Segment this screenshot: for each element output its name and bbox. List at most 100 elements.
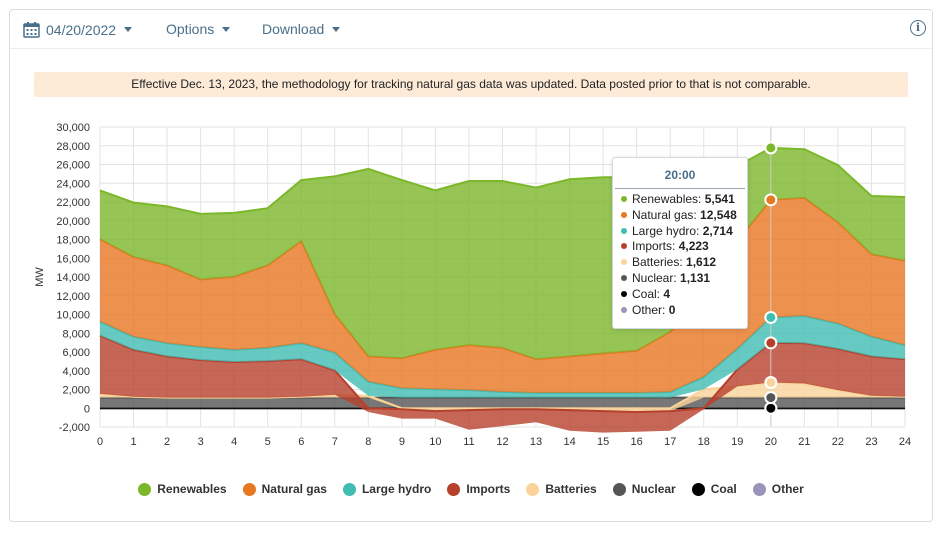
legend-label: Natural gas [261, 482, 327, 496]
tooltip-series-name: Natural gas: [632, 207, 701, 222]
tooltip-series-value: 12,548 [700, 207, 737, 222]
hover-marker [764, 310, 778, 324]
chevron-down-icon [124, 27, 133, 32]
date-label: 04/20/2022 [46, 21, 117, 38]
tooltip-dot [621, 196, 627, 202]
legend-item[interactable]: Natural gas [242, 482, 327, 496]
tooltip-row: Coal: 4 [621, 287, 747, 303]
legend-item[interactable]: Large hydro [342, 482, 432, 496]
tooltip-series-name: Coal: [632, 286, 664, 301]
y-tick-label: 24,000 [56, 178, 90, 190]
info-icon[interactable]: i [910, 20, 926, 36]
tooltip-dot [621, 274, 627, 281]
tooltip-dot [621, 290, 627, 297]
tooltip-dot [621, 243, 627, 250]
download-menu[interactable]: Download [262, 21, 341, 37]
tooltip-series-value: 2,714 [702, 223, 733, 238]
x-tick-label: 0 [97, 436, 103, 448]
y-axis-label: MW [34, 267, 46, 287]
legend-item[interactable]: Batteries [526, 482, 597, 496]
y-tick-label: 4,000 [62, 366, 90, 378]
tooltip-row: Batteries: 1,612 [621, 255, 747, 271]
legend-swatch [138, 482, 152, 496]
y-tick-label: 8,000 [62, 328, 90, 340]
tooltip-dot [621, 306, 627, 313]
toolbar: 04/20/2022 Options Download i [10, 10, 932, 49]
x-tick-label: 14 [563, 436, 575, 448]
legend-item[interactable]: Other [752, 482, 804, 496]
tooltip-series-name: Other: [632, 302, 669, 317]
tooltip-series-name: Imports: [632, 239, 679, 254]
chevron-down-icon [222, 26, 231, 32]
tooltip-series-value: 4 [663, 286, 671, 301]
tooltip-row: Other: 0 [621, 303, 747, 319]
legend-item[interactable]: Coal [691, 482, 737, 496]
legend-swatch [342, 482, 356, 496]
legend-label: Imports [466, 482, 511, 496]
x-tick-label: 23 [865, 436, 877, 448]
x-tick-label: 13 [530, 436, 542, 448]
legend-label: Batteries [545, 482, 597, 496]
y-tick-label: 2,000 [62, 385, 90, 397]
y-tick-label: 22,000 [56, 197, 90, 209]
tooltip-row: Imports: 4,223 [621, 239, 747, 255]
y-tick-label: 16,000 [56, 253, 90, 265]
y-tick-label: 0 [84, 403, 90, 415]
tooltip-series-name: Batteries: [632, 255, 687, 270]
area-nuclear [100, 397, 905, 409]
date-picker[interactable]: 04/20/2022 [23, 21, 133, 38]
tooltip-row: Nuclear: 1,131 [621, 271, 747, 287]
legend-item[interactable]: Imports [447, 482, 510, 496]
x-tick-label: 11 [463, 436, 474, 448]
tooltip-row: Natural gas: 12,548 [621, 208, 747, 224]
legend-swatch [691, 482, 705, 496]
tooltip-series-name: Large hydro: [632, 223, 703, 238]
chart-card: 04/20/2022 Options Download i Effective … [9, 9, 933, 522]
options-label: Options [166, 21, 215, 37]
x-tick-label: 19 [731, 436, 743, 448]
options-menu[interactable]: Options [166, 21, 231, 37]
x-tick-label: 5 [265, 436, 271, 448]
y-tick-label: 20,000 [56, 216, 90, 228]
y-tick-label: 26,000 [56, 160, 90, 172]
legend-swatch [752, 482, 766, 496]
chart-tooltip: 20:00 Renewables: 5,541 Natural gas: 12,5… [612, 157, 748, 329]
tooltip-dot [621, 259, 627, 266]
y-tick-label: -2,000 [59, 422, 90, 434]
x-tick-label: 1 [130, 436, 136, 448]
tooltip-series-value: 0 [668, 302, 676, 317]
x-tick-label: 22 [832, 436, 844, 448]
stacked-area-chart: -2,000 0 2,000 4,000 6,000 8,000 10,000 12,000 1… [34, 122, 911, 448]
tooltip-row: Renewables: 5,541 [621, 192, 747, 208]
tooltip-series-value: 1,131 [680, 270, 711, 285]
x-tick-label: 21 [798, 436, 810, 448]
tooltip-dot [621, 211, 627, 218]
chevron-down-icon [332, 26, 341, 32]
legend-label: Large hydro [361, 482, 432, 496]
area-natural-gas [100, 197, 905, 393]
x-tick-label: 20 [765, 436, 777, 448]
y-tick-label: 18,000 [56, 235, 90, 247]
tooltip-series-value: 4,223 [678, 239, 709, 254]
y-tick-label: 6,000 [62, 347, 90, 359]
hover-marker [764, 141, 778, 155]
y-tick-label: 30,000 [56, 122, 90, 134]
hover-marker [764, 375, 778, 389]
y-tick-label: 10,000 [56, 310, 90, 322]
tooltip-series-name: Nuclear: [632, 270, 681, 285]
legend-label: Other [771, 482, 804, 496]
x-tick-label: 10 [429, 436, 441, 448]
legend-swatch [242, 482, 256, 496]
legend-item[interactable]: Nuclear [612, 482, 676, 496]
tooltip-series-value: 5,541 [704, 192, 735, 206]
x-tick-label: 12 [496, 436, 508, 448]
x-tick-label: 24 [899, 436, 911, 448]
x-tick-label: 7 [332, 436, 338, 448]
hover-marker [764, 391, 778, 405]
legend-item[interactable]: Renewables [138, 482, 227, 496]
tooltip-title: 20:00 [615, 158, 745, 189]
hover-marker [764, 401, 778, 415]
y-tick-label: 14,000 [56, 272, 90, 284]
legend-label: Coal [710, 482, 737, 496]
x-tick-label: 15 [597, 436, 609, 448]
